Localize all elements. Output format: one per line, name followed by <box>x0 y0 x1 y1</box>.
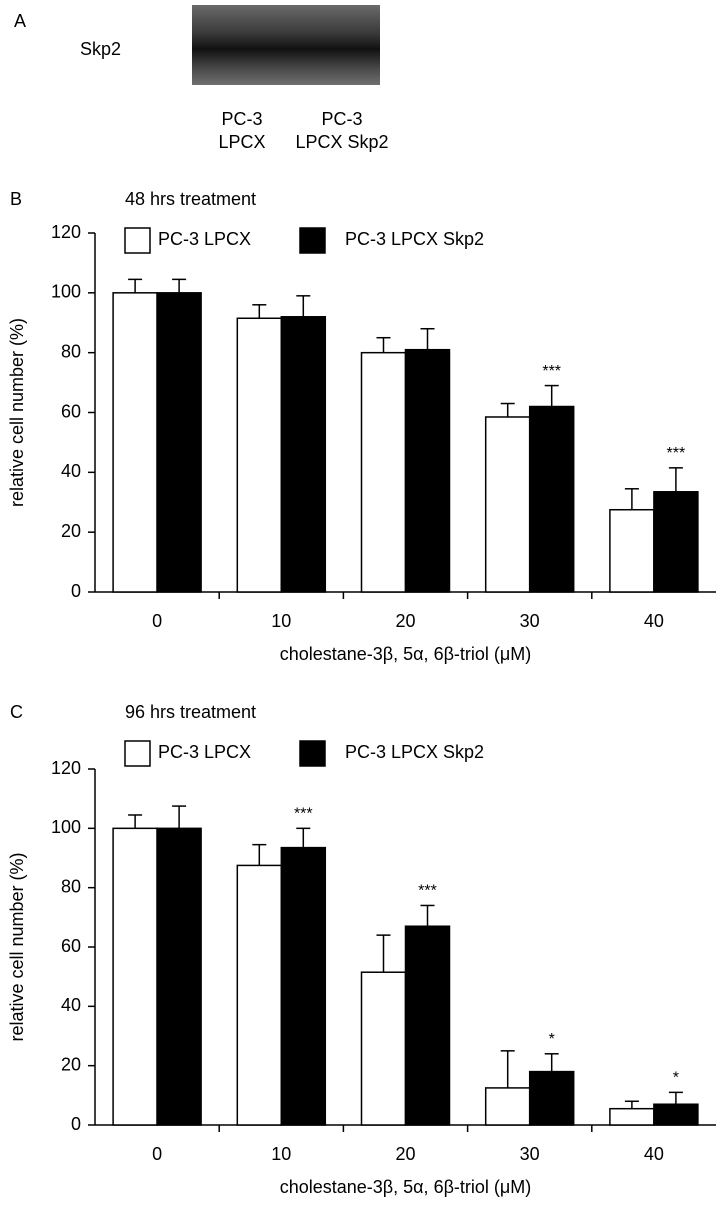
x-tick-label: 30 <box>520 1144 540 1164</box>
y-tick-label: 80 <box>61 341 81 361</box>
significance-label: * <box>673 1070 679 1087</box>
bar <box>236 864 283 1126</box>
significance-label: *** <box>418 883 437 900</box>
bar <box>156 827 202 1126</box>
y-tick-label: 120 <box>51 222 81 242</box>
panel-label: C <box>10 702 23 722</box>
bar <box>156 292 202 593</box>
lane-label: PC-3 <box>221 109 262 129</box>
x-tick-label: 40 <box>644 611 664 631</box>
y-tick-label: 60 <box>61 936 81 956</box>
lane-label: PC-3 <box>321 109 362 129</box>
bar <box>609 508 655 593</box>
bar <box>404 348 451 593</box>
y-tick-label: 40 <box>61 461 81 481</box>
y-tick-label: 20 <box>61 1054 81 1074</box>
panel-label: A <box>14 11 26 31</box>
y-tick-label: 80 <box>61 876 81 896</box>
y-tick-label: 40 <box>61 995 81 1015</box>
x-tick-label: 20 <box>395 611 415 631</box>
legend-label: PC-3 LPCX <box>158 742 251 762</box>
bar <box>404 925 451 1126</box>
significance-label: * <box>549 1031 555 1048</box>
chart-title: 48 hrs treatment <box>125 189 256 209</box>
significance-label: *** <box>667 445 686 462</box>
bar <box>653 491 699 593</box>
significance-label: *** <box>542 363 561 380</box>
bar <box>112 292 158 593</box>
bar <box>360 351 407 593</box>
bar <box>528 405 575 593</box>
x-tick-label: 10 <box>271 1144 291 1164</box>
y-axis-label: relative cell number (%) <box>7 852 27 1041</box>
x-axis-label: cholestane-3β, 5α, 6β-triol (μM) <box>280 1177 532 1197</box>
x-tick-label: 0 <box>152 611 162 631</box>
legend-swatch <box>299 227 326 254</box>
lane-label: LPCX Skp2 <box>295 132 388 152</box>
blot-image <box>192 5 380 85</box>
y-axis-label: relative cell number (%) <box>7 318 27 507</box>
bar <box>484 416 531 593</box>
legend-swatch <box>124 227 151 254</box>
y-tick-label: 20 <box>61 521 81 541</box>
x-tick-label: 30 <box>520 611 540 631</box>
protein-label: Skp2 <box>80 39 121 59</box>
lane-label: LPCX <box>218 132 265 152</box>
bar <box>280 846 327 1126</box>
y-tick-label: 100 <box>51 817 81 837</box>
y-tick-label: 120 <box>51 758 81 778</box>
bar <box>236 317 283 593</box>
chart-title: 96 hrs treatment <box>125 702 256 722</box>
significance-label: *** <box>294 806 313 823</box>
x-tick-label: 0 <box>152 1144 162 1164</box>
y-tick-label: 60 <box>61 401 81 421</box>
bar <box>528 1070 575 1126</box>
bar <box>484 1087 531 1126</box>
x-tick-label: 40 <box>644 1144 664 1164</box>
legend-label: PC-3 LPCX <box>158 229 251 249</box>
x-tick-label: 20 <box>395 1144 415 1164</box>
legend-label: PC-3 LPCX Skp2 <box>345 742 484 762</box>
bar <box>280 316 327 593</box>
bar <box>609 1107 655 1126</box>
legend-swatch <box>299 740 326 767</box>
panel-label: B <box>10 189 22 209</box>
y-tick-label: 0 <box>71 1114 81 1134</box>
bar <box>112 827 158 1126</box>
legend-label: PC-3 LPCX Skp2 <box>345 229 484 249</box>
bar <box>360 971 407 1126</box>
y-tick-label: 0 <box>71 581 81 601</box>
legend-swatch <box>124 740 151 767</box>
y-tick-label: 100 <box>51 282 81 302</box>
bar <box>653 1103 699 1126</box>
x-tick-label: 10 <box>271 611 291 631</box>
x-axis-label: cholestane-3β, 5α, 6β-triol (μM) <box>280 644 532 664</box>
